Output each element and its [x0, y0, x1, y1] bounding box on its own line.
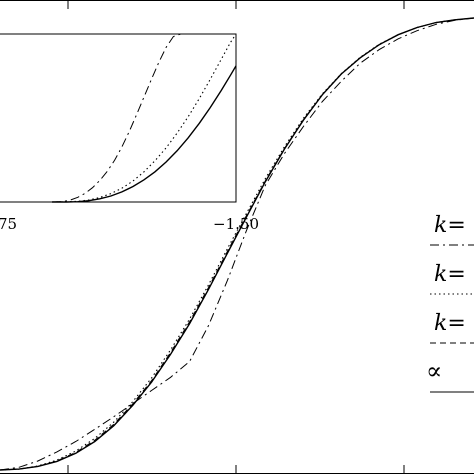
legend-label-3: k=: [434, 311, 466, 336]
inset-series-group: [51, 33, 237, 203]
inset-frame: [0, 33, 237, 203]
legend-label-2: k=: [434, 262, 466, 287]
inset-series-line-3: [52, 65, 237, 203]
legend: k= k= k= ∝: [426, 213, 474, 393]
inset-series-line-1: [51, 33, 181, 203]
inset-xtick-left: 75: [0, 215, 17, 233]
main-series-line-4: [0, 17, 474, 471]
legend-label-4: ∝: [426, 357, 442, 385]
inset-background: [0, 34, 236, 202]
main-series-group: [0, 17, 474, 471]
main-series-line-1: [0, 17, 474, 471]
legend-label-1: k=: [434, 213, 466, 238]
inset-xtick-right: −1.50: [213, 215, 259, 233]
